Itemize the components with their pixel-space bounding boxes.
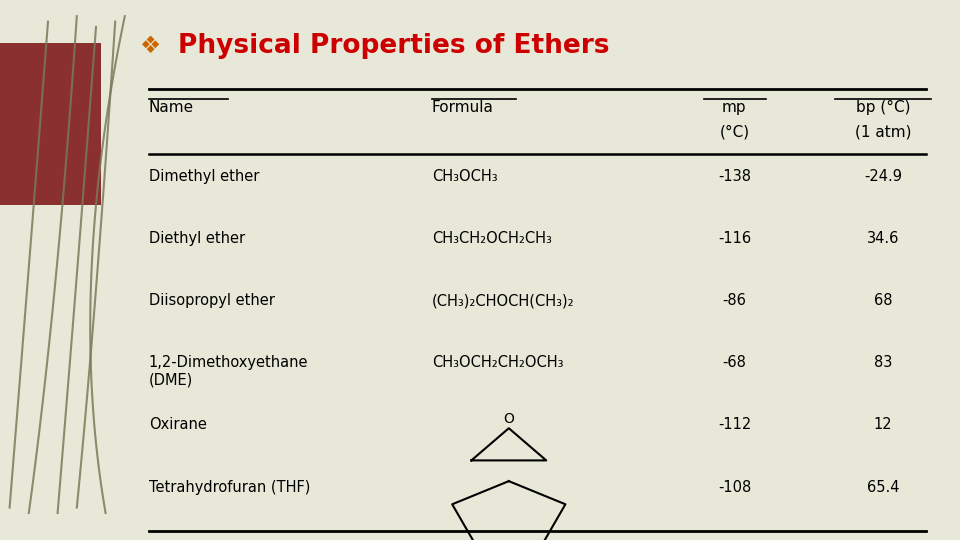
Bar: [0, 43, 101, 205]
Text: ❖: ❖: [139, 34, 160, 58]
Text: (°C): (°C): [719, 124, 750, 139]
Text: CH₃CH₂OCH₂CH₃: CH₃CH₂OCH₂CH₃: [432, 231, 552, 246]
Text: -24.9: -24.9: [864, 169, 902, 184]
Text: 12: 12: [874, 417, 893, 433]
Text: 1,2-Dimethoxyethane
(DME): 1,2-Dimethoxyethane (DME): [149, 355, 308, 388]
Text: bp (°C): bp (°C): [856, 100, 910, 115]
Text: -112: -112: [718, 417, 751, 433]
Text: Diisopropyl ether: Diisopropyl ether: [149, 293, 275, 308]
Text: Physical Properties of Ethers: Physical Properties of Ethers: [178, 33, 609, 59]
Text: mp: mp: [722, 100, 747, 115]
Text: Name: Name: [149, 100, 194, 115]
Text: CH₃OCH₂CH₂OCH₃: CH₃OCH₂CH₂OCH₃: [432, 355, 564, 370]
Text: (1 atm): (1 atm): [855, 124, 911, 139]
Text: -68: -68: [723, 355, 746, 370]
Text: (CH₃)₂CHOCH(CH₃)₂: (CH₃)₂CHOCH(CH₃)₂: [432, 293, 575, 308]
Text: 68: 68: [874, 293, 893, 308]
Text: 83: 83: [874, 355, 893, 370]
Text: Dimethyl ether: Dimethyl ether: [149, 169, 259, 184]
Text: Tetrahydrofuran (THF): Tetrahydrofuran (THF): [149, 480, 310, 495]
Text: 34.6: 34.6: [867, 231, 900, 246]
Text: CH₃OCH₃: CH₃OCH₃: [432, 169, 497, 184]
Text: Oxirane: Oxirane: [149, 417, 206, 433]
Text: O: O: [503, 411, 515, 426]
Text: -138: -138: [718, 169, 751, 184]
Text: -108: -108: [718, 480, 751, 495]
Text: -116: -116: [718, 231, 751, 246]
Text: 65.4: 65.4: [867, 480, 900, 495]
Text: Formula: Formula: [432, 100, 493, 115]
Text: Diethyl ether: Diethyl ether: [149, 231, 245, 246]
Text: -86: -86: [723, 293, 746, 308]
